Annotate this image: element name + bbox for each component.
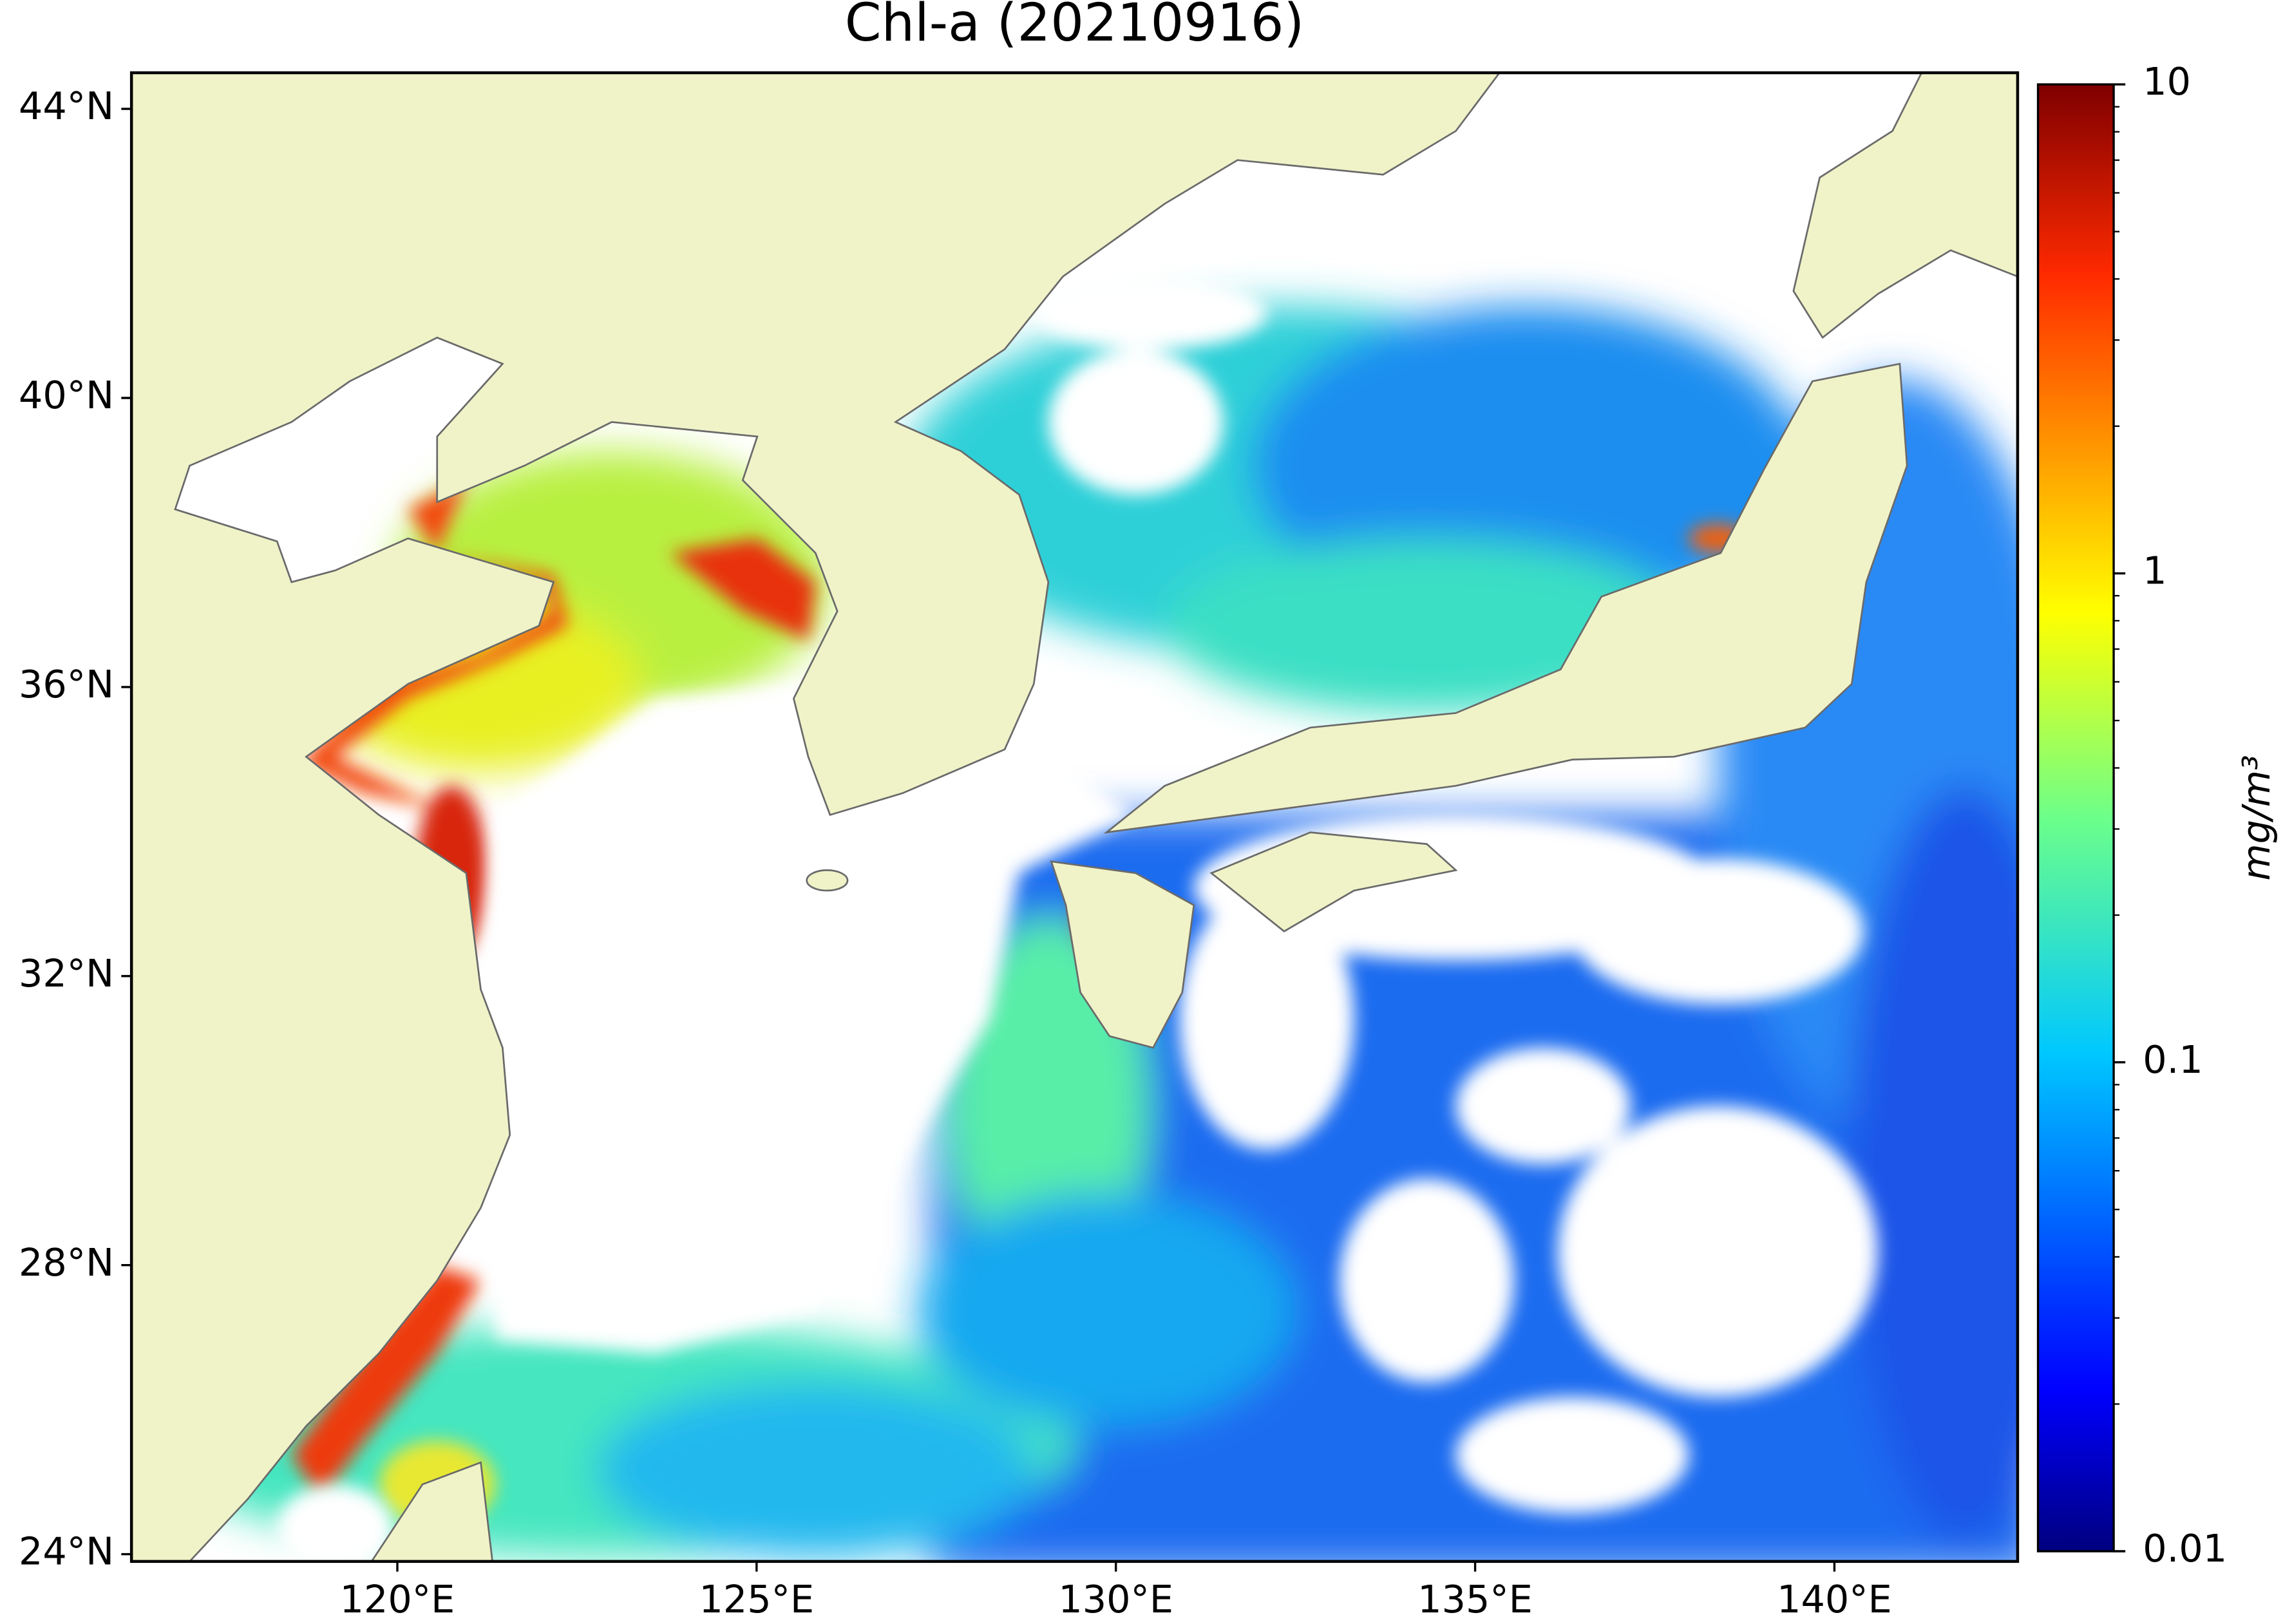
map-title: Chl-a (20210916) (845, 0, 1305, 53)
x-tick-label: 135°E (1417, 1577, 1533, 1621)
jeju (806, 869, 849, 892)
y-tick-label: 32°N (19, 951, 114, 996)
kyushu (1050, 860, 1195, 1049)
y-tick-label: 36°N (19, 662, 114, 706)
taiwan (370, 1461, 493, 1562)
y-tick-label: 24°N (19, 1529, 114, 1574)
x-tick-label: 130°E (1058, 1577, 1173, 1621)
colorbar-label: mg/m³ (2234, 755, 2278, 880)
map-frame (129, 71, 2020, 1563)
hokkaido (1792, 72, 2018, 339)
y-tick-label: 28°N (19, 1240, 114, 1285)
x-tick-label: 125°E (699, 1577, 815, 1621)
y-tick-label: 40°N (19, 373, 114, 417)
colorbar-tick-label: 1 (2143, 548, 2166, 592)
colorbar-tick-label: 0.1 (2143, 1037, 2202, 1082)
x-tick-label: 140°E (1777, 1577, 1892, 1621)
colorbar-frame (2036, 83, 2115, 1553)
shikoku (1209, 831, 1458, 932)
map-area (131, 72, 2018, 1562)
honshu (1103, 363, 1908, 834)
colorbar (2038, 84, 2114, 1552)
mainland (131, 72, 1501, 1562)
colorbar-tick-label: 10 (2143, 59, 2191, 104)
land (131, 72, 2018, 1562)
x-tick-label: 120°E (340, 1577, 455, 1621)
colorbar-tick-label: 0.01 (2143, 1526, 2227, 1571)
y-tick-label: 44°N (19, 84, 114, 128)
